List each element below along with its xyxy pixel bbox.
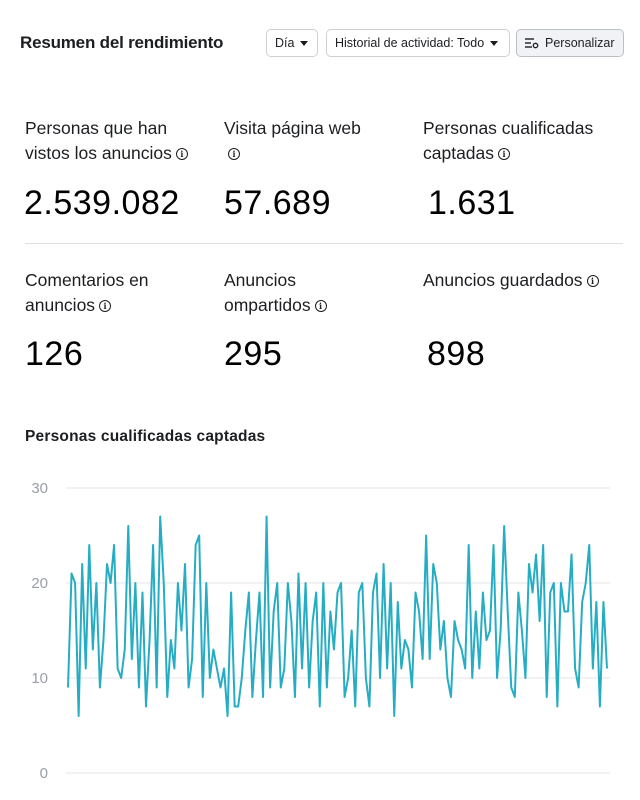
customize-label: Personalizar [545,36,615,50]
divider [25,243,623,244]
day-dropdown-label: Día [275,36,295,50]
metric-ad-comments: Comentarios en anuncios i [25,268,195,318]
metric-qualified-leads: Personas cualificadas captadas i [423,116,623,166]
y-tick-label: 30 [31,480,48,497]
metric-value: 2.539.082 [24,184,180,222]
header: Resumen del rendimiento Día Historial de… [0,0,640,90]
info-icon[interactable]: i [314,300,327,312]
chart-title: Personas cualificadas captadas [25,428,266,445]
series-line[interactable] [67,515,608,717]
line-chart[interactable]: 0 10 20 30 [0,470,640,800]
day-dropdown[interactable]: Día [266,29,318,57]
metric-website-visits: Visita página web i [224,116,364,166]
metric-value: 898 [427,335,486,373]
page-title: Resumen del rendimiento [20,33,224,52]
y-tick-label: 20 [31,575,48,592]
metric-label: Comentarios en anuncios [25,270,149,315]
sliders-icon [525,38,539,49]
metric-label: Anuncios ompartidos [224,270,311,315]
metric-ads-saved: Anuncios guardados i [423,268,633,293]
metric-people-reached: Personas que han vistos los anuncios i [25,116,215,166]
info-icon[interactable]: i [228,148,240,160]
metric-label: Personas cualificadas captadas [423,118,594,163]
y-tick-label: 10 [31,670,48,687]
metric-value: 1.631 [428,184,516,222]
metric-label: Visita página web [224,118,361,138]
metric-value: 57.689 [224,184,331,222]
caret-down-icon [490,40,499,46]
metric-value: 295 [224,335,283,373]
info-icon[interactable]: i [99,300,112,312]
metric-value: 126 [25,335,84,373]
customize-button[interactable]: Personalizar [516,29,624,57]
metric-label: Anuncios guardados [423,270,583,290]
info-icon[interactable]: i [498,148,511,160]
y-tick-label: 0 [40,765,48,782]
info-icon[interactable]: i [175,148,188,160]
caret-down-icon [300,40,309,46]
activity-history-label: Historial de actividad: Todo [335,36,485,50]
info-icon[interactable]: i [586,275,599,287]
metric-label: Personas que han vistos los anuncios [25,118,172,163]
metric-ads-shared: Anuncios ompartidos i [224,268,344,318]
activity-history-dropdown[interactable]: Historial de actividad: Todo [326,29,510,57]
